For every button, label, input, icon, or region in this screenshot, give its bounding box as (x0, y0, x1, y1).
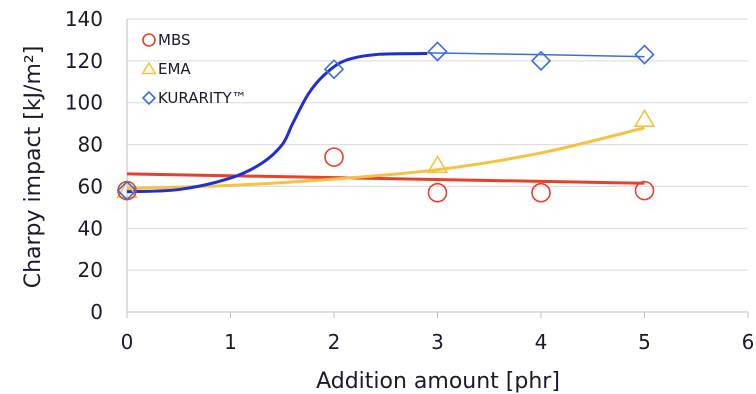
kurarity-trend-extension (427, 52, 645, 58)
y-axis-title: Charpy impact [kJ/m²] (21, 46, 46, 289)
kurarity-point-3 (530, 50, 552, 71)
legend-marker-ema (141, 61, 157, 75)
legend-label-kurarity: KURARITY™ (158, 89, 247, 107)
y-tick-label-40: 40 (78, 216, 103, 240)
y-tick-label-140: 140 (65, 7, 103, 31)
x-tick-label-1: 1 (224, 330, 237, 354)
x-tick-label-2: 2 (328, 330, 341, 354)
kurarity-point-4 (634, 44, 655, 65)
mbs-point-3 (531, 182, 551, 203)
y-tick-label-120: 120 (65, 49, 103, 73)
legend-label-mbs: MBS (158, 31, 191, 49)
y-tick-labels: 0 20 40 60 80 100 120 140 (65, 7, 103, 324)
y-tick-label-0: 0 (90, 300, 103, 324)
y-tick-label-100: 100 (65, 91, 103, 115)
kurarity-trend-line (126, 52, 428, 194)
x-tick-label-4: 4 (535, 330, 548, 354)
legend: MBS EMA KURARITY™ (141, 31, 247, 107)
x-tick-label-5: 5 (638, 330, 651, 354)
mbs-point-2 (427, 182, 448, 203)
mbs-trend-line (126, 172, 645, 185)
legend-marker-mbs (142, 33, 156, 47)
legend-label-ema: EMA (158, 60, 191, 78)
y-tick-label-80: 80 (78, 133, 103, 157)
kurarity-point-1 (323, 59, 345, 80)
ema-trend-line (126, 126, 645, 191)
x-tick-labels: 0 1 2 3 4 5 6 (121, 330, 755, 354)
ema-point-1 (426, 154, 449, 174)
x-tick-label-6: 6 (742, 330, 755, 354)
x-tick-label-0: 0 (121, 330, 134, 354)
y-tick-label-60: 60 (78, 174, 103, 198)
kurarity-point-0 (116, 180, 138, 201)
y-tick-label-20: 20 (78, 258, 103, 282)
ema-point-2 (633, 108, 656, 128)
gridlines (127, 18, 748, 271)
x-axis-title: Addition amount [phr] (316, 369, 560, 394)
ema-point-0 (116, 180, 138, 199)
legend-marker-kurarity (141, 90, 157, 106)
mbs-point-4 (634, 180, 655, 201)
x-tick-label-3: 3 (431, 330, 444, 354)
axes (126, 19, 749, 318)
trend-lines (126, 52, 645, 194)
data-points (116, 41, 656, 203)
mbs-point-1 (324, 147, 344, 167)
kurarity-point-2 (427, 41, 448, 62)
